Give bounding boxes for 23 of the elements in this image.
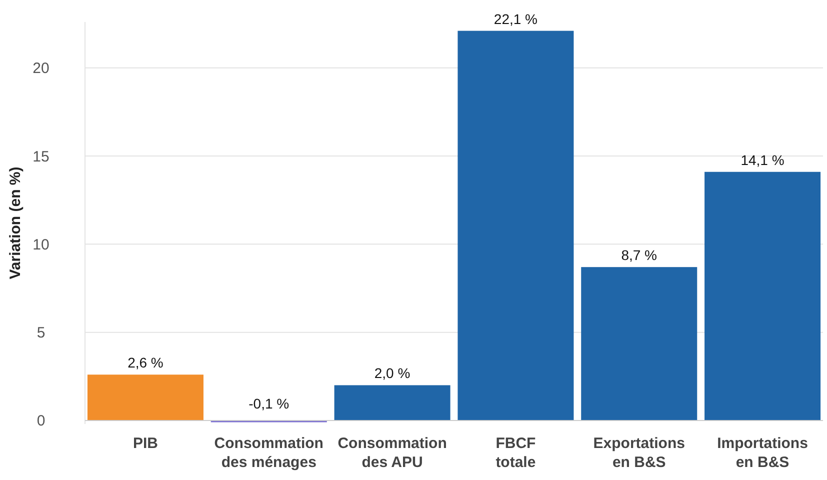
y-tick-label: 20: [32, 60, 50, 78]
y-tick-label: 15: [32, 148, 50, 166]
data-label: 2,0 %: [374, 365, 410, 382]
data-label: -0,1 %: [248, 395, 290, 412]
data-label: 2,6 %: [128, 354, 164, 371]
bar: [334, 385, 450, 420]
bar: [581, 267, 698, 420]
x-tick-label: Consommation des APU: [338, 435, 447, 471]
y-tick-label: 0: [36, 412, 46, 430]
y-tick-label: 5: [36, 324, 46, 342]
bar: [458, 30, 574, 420]
x-tick-label: Consommation des ménages: [214, 435, 324, 471]
y-tick-label: 10: [32, 236, 50, 254]
y-axis-title: Variation (en %): [7, 166, 24, 280]
x-tick-label: PIB: [132, 435, 158, 452]
bar: [704, 172, 821, 420]
x-tick-label: Exportations en B&S: [593, 435, 685, 471]
data-label: 14,1 %: [740, 152, 784, 168]
data-label: 22,1 %: [494, 10, 538, 27]
bar: [87, 374, 204, 420]
data-label: 8,7 %: [621, 247, 658, 264]
x-tick-label: FBCF totale: [496, 435, 536, 471]
x-tick-label: Importations en B&S: [717, 435, 808, 471]
